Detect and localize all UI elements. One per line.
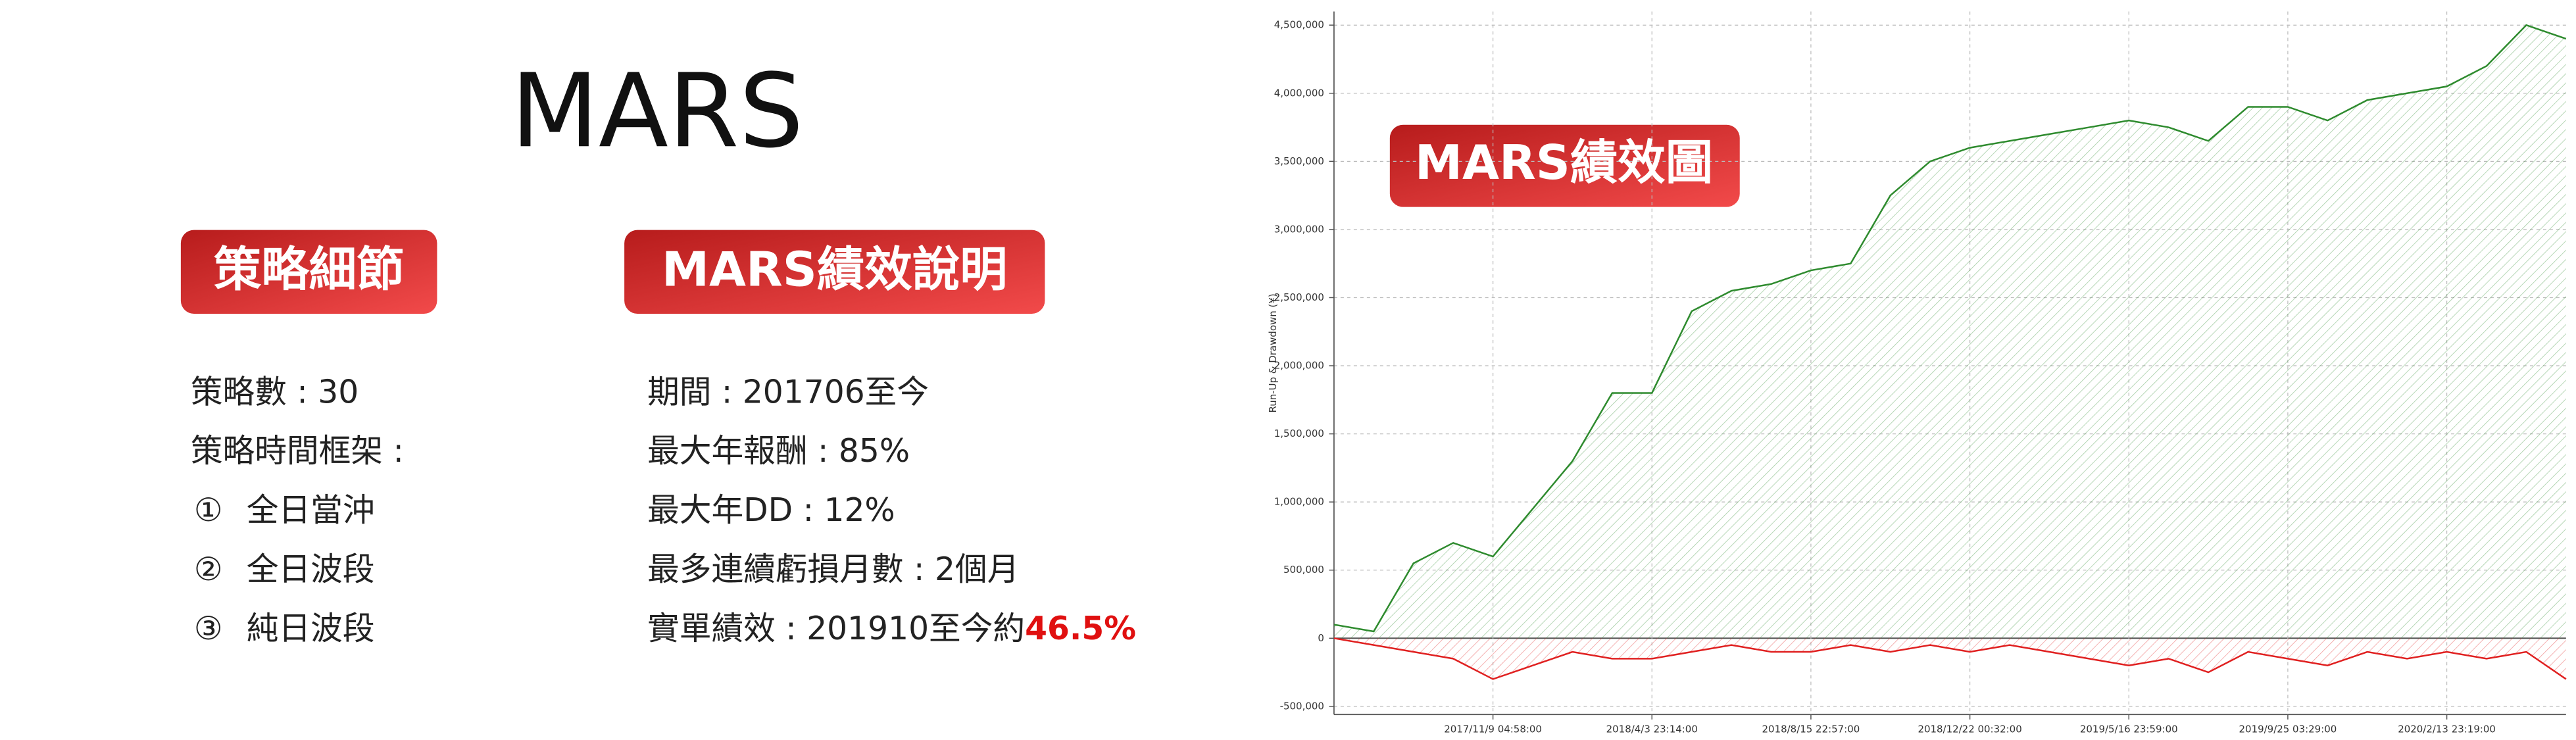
x-tick-label: 2019/9/25 03:29:00 [2239, 723, 2337, 735]
x-tick-label: 2018/4/3 23:14:00 [1606, 723, 1698, 735]
item-text: 全日當沖 [247, 492, 375, 529]
x-tick-label: 2017/11/9 04:58:00 [1444, 723, 1542, 735]
item-marker: ③ [194, 610, 223, 647]
y-tick-label: 0 [1318, 632, 1324, 644]
badge-bg [624, 230, 1045, 314]
y-tick-label: 1,500,000 [1274, 428, 1324, 439]
y-tick-label: 500,000 [1283, 564, 1324, 576]
badge: 策略細節 [214, 243, 405, 298]
item-text: 全日波段 [247, 551, 375, 588]
item-marker: ② [194, 551, 223, 588]
x-tick-label: 2018/12/22 00:32:00 [1918, 723, 2021, 735]
badge: MARS績效說明 [662, 243, 1008, 298]
item-text: 實單績效 : 201910至今約 [647, 610, 1025, 647]
chart: -500,000 0 500,000 1,000,000 1,500,000 2,000,… [1267, 11, 2567, 735]
line [1333, 637, 2567, 680]
item-text: 策略時間框架 : [191, 433, 404, 470]
item-text: 最多連續虧損月數 : 2個月 [647, 551, 1019, 588]
y-tick-label: -500,000 [1280, 700, 1324, 712]
item-text: 最大年報酬 : 85% [647, 433, 910, 470]
area [1333, 638, 2566, 679]
y-tick-label: 1,000,000 [1274, 496, 1324, 508]
y-tick-label: 3,500,000 [1274, 155, 1324, 167]
item-text: 最大年DD : 12% [647, 492, 895, 529]
badge-bg [180, 230, 437, 314]
area [1333, 25, 2566, 639]
item-text: 期間 : 201706至今 [647, 374, 929, 410]
y-tick-label: 2,000,000 [1274, 360, 1324, 372]
x-tick-label: 2019/5/16 23:59:00 [2080, 723, 2178, 735]
y-tick-label: 4,500,000 [1274, 19, 1324, 31]
item-highlight: 46.5% [1025, 610, 1136, 647]
item-text: 純日波段 [247, 610, 375, 647]
y-tick-label: 2,500,000 [1274, 291, 1324, 303]
line [1333, 24, 2567, 633]
item-marker: ① [194, 492, 223, 529]
title: MARS [510, 51, 803, 170]
y-tick-label: 3,000,000 [1274, 223, 1324, 235]
chart-badge: MARS績效圖 [1415, 136, 1713, 191]
x-tick-label: 2020/2/13 23:19:00 [2398, 723, 2496, 735]
y-axis-title: Run-Up & Drawdown (¥) [1267, 293, 1279, 412]
y-tick-label: 4,000,000 [1274, 87, 1324, 99]
item-text: 策略數 : 30 [191, 374, 359, 410]
x-tick-label: 2018/8/15 22:57:00 [1762, 723, 1860, 735]
lists: 策略數 : 30 策略時間框架 : ① 全日當沖 ② 全日波段 ③ 純日波段 期間 : 2017… [191, 374, 1136, 647]
